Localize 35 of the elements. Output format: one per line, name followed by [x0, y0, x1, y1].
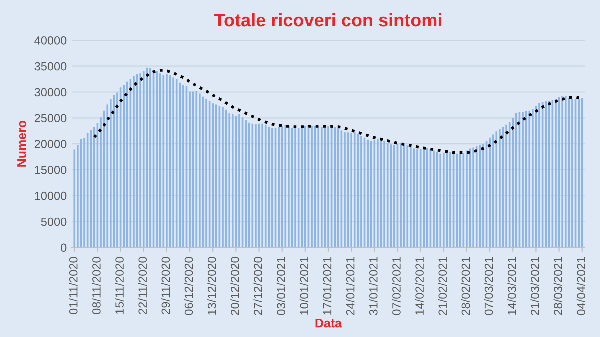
y-tick-label: 5000: [41, 218, 67, 226]
x-tick-label: 06/12/2020: [184, 257, 194, 316]
y-tick-label: 10000: [35, 192, 67, 200]
x-tick-label: 27/12/2020: [254, 257, 262, 316]
x-tick-label: 20/12/2020: [230, 257, 240, 316]
x-tick-label: 13/12/2020: [208, 257, 216, 315]
x-tick-label: 14/03/2021: [508, 257, 516, 315]
x-tick-label: 31/01/2021: [369, 257, 378, 316]
x-tick-label: 07/02/2021: [392, 257, 401, 316]
x-tick-label: 21/02/2021: [438, 257, 448, 316]
y-tick-label: 30000: [34, 88, 67, 97]
x-tick-label: 07/03/2021: [484, 257, 494, 316]
x-tick-label: 15/11/2020: [115, 257, 124, 314]
chart-title: Totale ricoveri con sintomi: [214, 13, 442, 27]
y-tick-label: 25000: [34, 114, 67, 123]
x-tick-label: 28/03/2021: [554, 257, 562, 316]
x-tick-label: 04/04/2021: [576, 257, 586, 316]
y-axis-title: Numero: [18, 120, 26, 167]
x-tick-label: 03/01/2021: [276, 257, 286, 316]
x-tick-label: 21/03/2021: [530, 257, 540, 316]
x-axis-title: Data: [316, 319, 342, 328]
y-tick-label: 40000: [34, 36, 67, 45]
y-tick-label: 0: [61, 244, 67, 252]
x-tick-label: 10/01/2021: [300, 257, 309, 315]
y-tick-label: 35000: [34, 62, 67, 71]
x-tick-label: 08/11/2020: [92, 257, 101, 314]
x-tick-label: 17/01/2021: [322, 257, 332, 315]
y-tick-label: 15000: [35, 166, 67, 174]
x-tick-label: 22/11/2020: [138, 257, 148, 314]
y-tick-label: 20000: [34, 140, 67, 148]
x-tick-label: 29/11/2020: [161, 257, 170, 314]
x-tick-label: 28/02/2021: [461, 257, 470, 316]
x-tick-label: 14/02/2021: [415, 257, 424, 315]
x-tick-label: 01/11/2020: [69, 257, 78, 314]
x-tick-label: 24/01/2021: [346, 257, 355, 316]
